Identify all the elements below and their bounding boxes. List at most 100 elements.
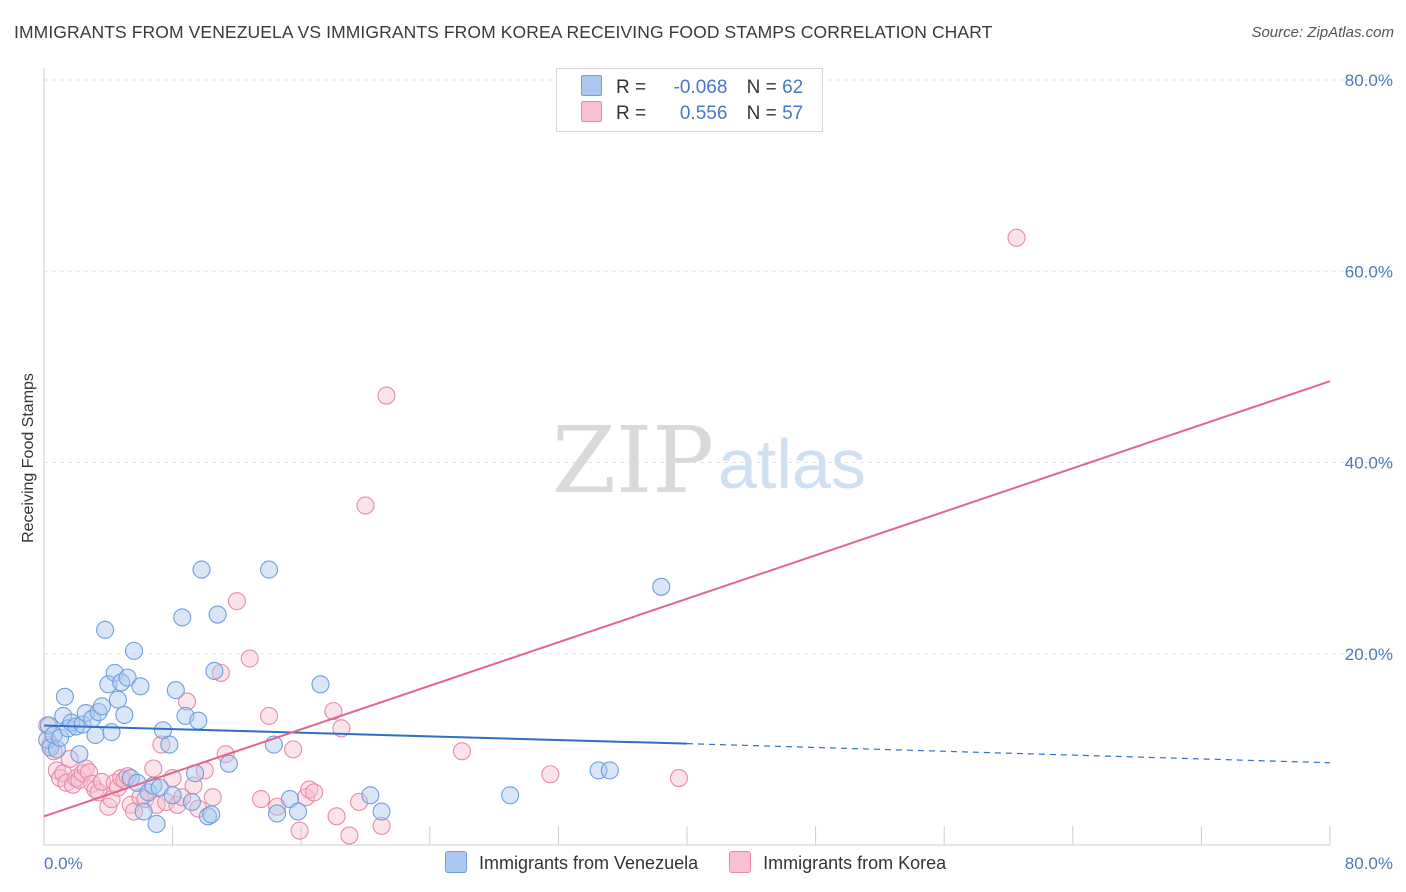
legend-r-korea: 0.556 <box>679 103 728 124</box>
venezuela-point <box>166 681 185 700</box>
korea-point <box>332 719 351 738</box>
venezuela-point <box>268 804 287 823</box>
series-legend-korea[interactable]: Immigrants from Korea <box>729 851 946 874</box>
venezuela-point <box>96 620 115 639</box>
venezuela-point <box>259 560 279 579</box>
korea-point <box>300 780 319 799</box>
venezuela-point <box>124 641 144 660</box>
series-legend-venezuela[interactable]: Immigrants from Venezuela <box>445 851 698 874</box>
legend-n-korea: 57 <box>782 103 804 124</box>
korea-point <box>251 790 271 809</box>
venezuela-point <box>205 661 224 681</box>
legend-row-venezuela: R = -0.068 N = 62 <box>581 75 803 101</box>
korea-point <box>541 765 560 784</box>
korea-point <box>372 816 391 835</box>
legend-n-label: N = <box>746 103 777 124</box>
korea-point <box>259 706 279 725</box>
korea-point <box>669 769 689 788</box>
y-tick-label: 80.0% <box>1345 71 1393 90</box>
tick-labels: 20.0% 40.0% 60.0% 80.0% 0.0% 80.0% <box>44 71 1393 873</box>
korea-point <box>324 702 343 721</box>
korea-point <box>356 496 375 515</box>
y-tick-label: 60.0% <box>1345 262 1393 281</box>
x-tick-label-min: 0.0% <box>44 854 83 873</box>
venezuela-point <box>288 802 308 821</box>
venezuela-point <box>208 605 227 624</box>
grid-lines <box>44 79 1392 655</box>
korea-point <box>350 792 369 812</box>
venezuela-point <box>198 807 218 826</box>
korea-point <box>92 772 111 791</box>
venezuela-point <box>311 675 330 694</box>
korea-point <box>284 740 303 759</box>
trend-lines <box>43 380 1331 818</box>
legend-swatch-korea <box>581 101 602 122</box>
venezuela-point <box>192 560 211 579</box>
venezuela-point <box>70 745 89 764</box>
venezuela-point <box>92 697 111 716</box>
korea-point <box>60 749 79 768</box>
venezuela-point <box>86 725 105 745</box>
venezuela-point <box>118 668 137 687</box>
watermark: ZIP atlas <box>552 407 866 514</box>
x-tick-label-max: 80.0% <box>1345 854 1393 873</box>
korea-point <box>305 783 324 802</box>
korea-point <box>211 663 230 682</box>
venezuela-point <box>55 687 74 706</box>
korea-point <box>79 763 99 782</box>
venezuela-point <box>173 608 192 627</box>
korea-point <box>203 788 222 807</box>
source-label: Source: ZipAtlas.com <box>1251 24 1394 41</box>
korea-points <box>38 228 1026 845</box>
venezuela-point <box>134 802 153 821</box>
y-tick-label: 20.0% <box>1345 645 1393 664</box>
korea-point <box>240 649 259 668</box>
venezuela-point <box>108 690 127 709</box>
venezuela-point <box>501 786 520 805</box>
chart-title: IMMIGRANTS FROM VENEZUELA VS IMMIGRANTS … <box>14 22 993 42</box>
legend-r-label: R = <box>616 77 647 98</box>
series-swatch-korea <box>729 851 752 873</box>
venezuela-point <box>163 786 182 805</box>
venezuela-point <box>89 703 108 722</box>
korea-point <box>377 386 396 405</box>
korea-point <box>327 807 346 826</box>
korea-point <box>452 742 472 761</box>
venezuela-point <box>202 805 221 824</box>
legend-n-venezuela: 62 <box>782 77 804 98</box>
legend-n-label: N = <box>746 77 777 98</box>
korea-point <box>118 767 137 786</box>
series-label-korea: Immigrants from Korea <box>763 853 947 873</box>
watermark-atlas: atlas <box>718 425 866 503</box>
korea-point <box>227 592 246 611</box>
legend-r-label: R = <box>616 103 647 124</box>
venezuela-point <box>182 792 201 812</box>
venezuela-point <box>47 740 66 759</box>
axes <box>43 68 1331 846</box>
correlation-legend: R = -0.068 N = 62 R = 0.556 N = 57 <box>556 68 823 132</box>
legend-row-korea: R = 0.556 N = 57 <box>581 101 803 127</box>
venezuela-point <box>189 711 208 730</box>
venezuela-point <box>131 677 150 696</box>
korea-trend-line <box>43 380 1331 818</box>
venezuela-point <box>160 735 179 754</box>
venezuela-point <box>219 754 238 773</box>
series-legend: Immigrants from Venezuela Immigrants fro… <box>445 851 972 874</box>
venezuela-point <box>372 802 391 821</box>
series-swatch-venezuela <box>445 851 467 873</box>
venezuela-point <box>361 786 380 805</box>
venezuela-point <box>147 814 166 834</box>
korea-point <box>1007 228 1026 247</box>
korea-point <box>178 692 197 711</box>
y-tick-label: 40.0% <box>1345 454 1393 473</box>
legend-swatch-venezuela <box>581 75 602 96</box>
venezuela-points <box>38 560 671 834</box>
korea-point <box>144 759 163 778</box>
legend-r-venezuela: -0.068 <box>673 77 728 98</box>
venezuela-trend-line <box>43 724 688 745</box>
venezuela-point <box>652 577 671 596</box>
series-label-venezuela: Immigrants from Venezuela <box>479 853 699 873</box>
korea-point <box>340 826 359 845</box>
korea-point <box>290 821 309 840</box>
